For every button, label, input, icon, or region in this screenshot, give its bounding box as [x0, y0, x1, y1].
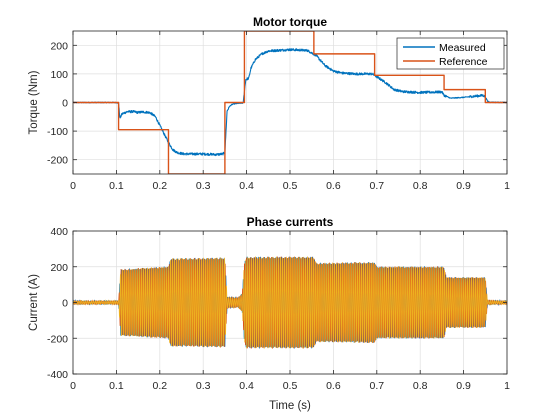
series-line-reference — [73, 31, 507, 174]
y-tick-label: 400 — [50, 226, 68, 238]
x-tick-label: 0.6 — [326, 180, 341, 192]
x-tick-label: 0.8 — [413, 380, 428, 392]
y-tick-label: 0 — [62, 298, 68, 310]
y-tick-label: -100 — [47, 126, 68, 138]
x-tick-label: 0.1 — [109, 180, 124, 192]
phase-current-line-2 — [73, 256, 507, 349]
legend-box — [396, 37, 505, 70]
x-tick-label: 0 — [70, 380, 76, 392]
phase-current-line-3 — [73, 256, 507, 349]
y-axis-label: Torque (Nm) — [28, 70, 40, 134]
chart-title: Phase currents — [247, 215, 334, 229]
y-tick-label: 200 — [50, 262, 68, 274]
x-tick-label: 0.6 — [326, 380, 341, 392]
legend-label-measured: Measured — [439, 42, 486, 54]
y-tick-label: -200 — [47, 333, 68, 345]
x-tick-label: 0.5 — [283, 180, 298, 192]
y-tick-label: 200 — [50, 40, 68, 52]
chart-title: Motor torque — [253, 15, 327, 29]
y-tick-label: 0 — [62, 98, 68, 110]
y-tick-label: 100 — [50, 69, 68, 81]
torque-panel: 0 0.1 0.2 0.3 0.4 0.5 0.6 0.7 0.8 0.9 1 -200 -100 0 10… — [28, 15, 510, 192]
x-tick-label: 0.1 — [109, 380, 124, 392]
x-tick-label: 1 — [504, 380, 510, 392]
x-tick-label: 0.5 — [283, 380, 298, 392]
x-tick-label: 0.2 — [152, 180, 167, 192]
data-layer — [73, 31, 507, 174]
current-panel: 0 0.1 0.2 0.3 0.4 0.5 0.6 0.7 0.8 0.9 1 -400 -200 0 20… — [28, 215, 510, 412]
x-axis-label: Time (s) — [269, 400, 311, 412]
y-tick-label: -400 — [47, 369, 68, 381]
series-line-measured — [73, 48, 507, 157]
x-tick-label: 0.9 — [456, 380, 471, 392]
x-tick-label: 0.7 — [369, 180, 384, 192]
x-tick-label: 0.4 — [239, 180, 254, 192]
y-tick-label: -200 — [47, 155, 68, 167]
data-layer — [73, 256, 507, 349]
x-tick-label: 0.4 — [239, 380, 254, 392]
legend-label-reference: Reference — [439, 56, 488, 68]
x-tick-label: 0 — [70, 180, 76, 192]
x-tick-label: 0.3 — [196, 380, 211, 392]
x-tick-label: 0.7 — [369, 380, 384, 392]
x-tick-label: 0.9 — [456, 180, 471, 192]
y-axis-label: Current (A) — [28, 274, 40, 331]
x-tick-label: 1 — [504, 180, 510, 192]
legend: Measured Reference — [396, 37, 505, 70]
x-tick-label: 0.2 — [152, 380, 167, 392]
x-tick-label: 0.3 — [196, 180, 211, 192]
x-tick-label: 0.8 — [413, 180, 428, 192]
